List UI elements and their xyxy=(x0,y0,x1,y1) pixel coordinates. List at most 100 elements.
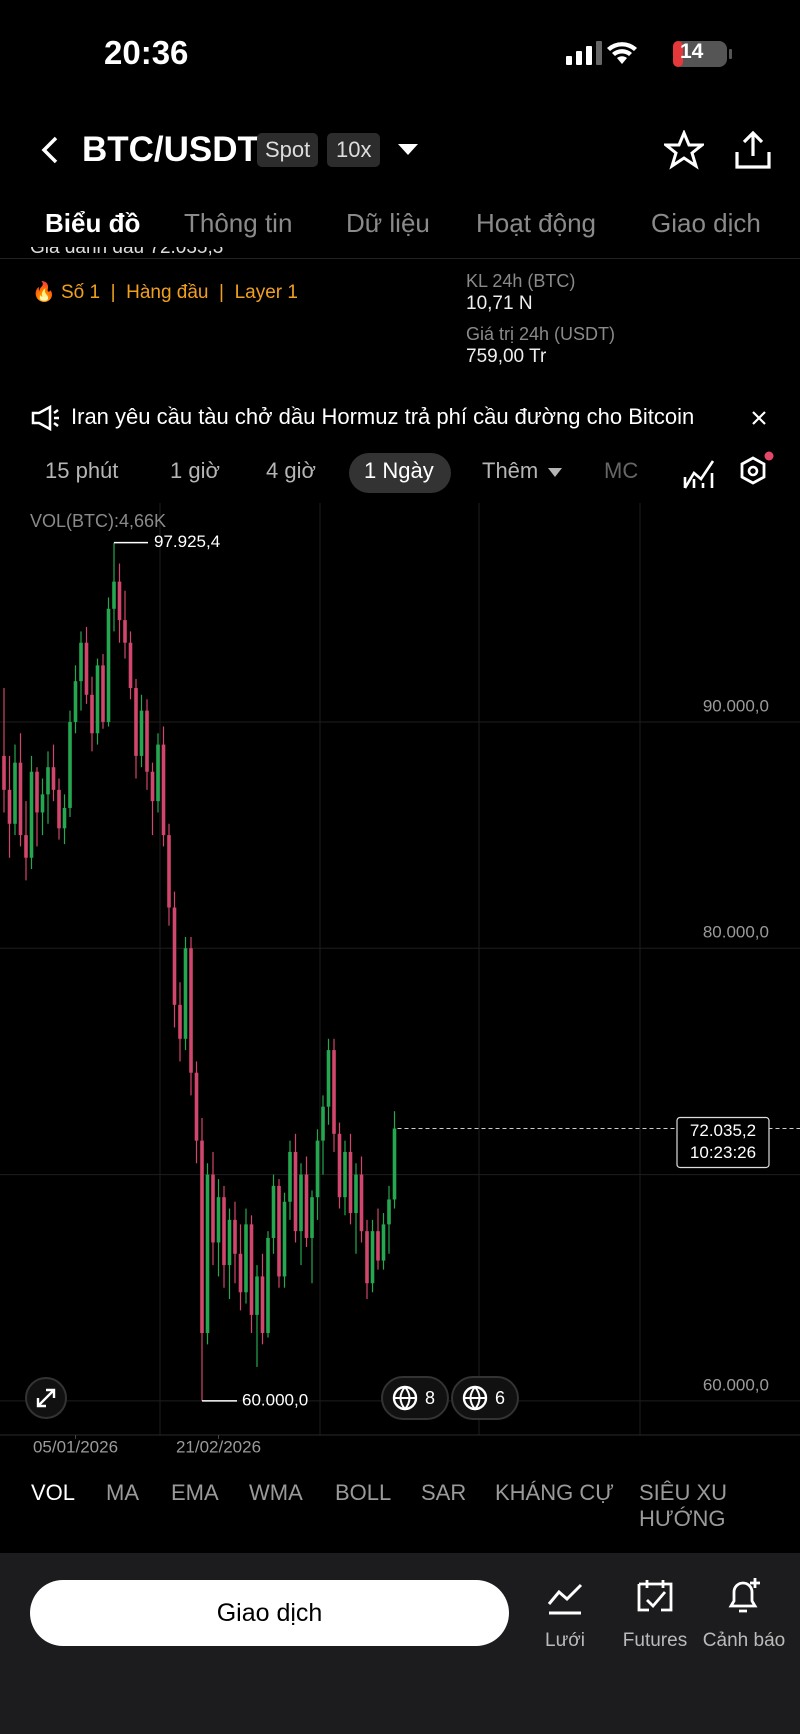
candle-body xyxy=(238,1253,243,1293)
fullscreen-button[interactable] xyxy=(24,1376,68,1420)
candle-body xyxy=(381,1224,386,1261)
candle-body xyxy=(304,1174,309,1238)
settings-button[interactable] xyxy=(736,450,778,492)
alert-icon[interactable] xyxy=(725,1576,765,1616)
candle-body xyxy=(46,767,50,795)
action-label[interactable]: Futures xyxy=(622,1630,688,1651)
grid-icon[interactable] xyxy=(546,1580,584,1616)
candle-body xyxy=(24,835,28,858)
candle-body xyxy=(101,665,105,722)
candle-body xyxy=(51,767,56,790)
candle-body xyxy=(249,1224,254,1315)
candle-body xyxy=(35,771,39,813)
timeframe[interactable]: 1 Ngày xyxy=(364,458,434,483)
share-button[interactable] xyxy=(733,130,773,170)
x-tick-label: 21/02/2026 xyxy=(176,1437,261,1456)
candle-body xyxy=(183,948,188,1039)
candle-body xyxy=(326,1050,331,1107)
candle-body xyxy=(167,835,171,908)
last-price-label: 72.035,2 xyxy=(690,1121,756,1140)
candle-body xyxy=(260,1276,265,1333)
candle-body xyxy=(139,710,144,756)
candle-body xyxy=(299,1174,303,1232)
indicator[interactable]: WMA xyxy=(249,1480,303,1505)
indicator[interactable]: SIÊU XU HƯỚNG xyxy=(639,1480,728,1531)
candle-body xyxy=(123,620,127,643)
candle-body xyxy=(392,1128,397,1200)
active-pill xyxy=(349,453,451,493)
candle-body xyxy=(244,1224,248,1293)
candle-body xyxy=(62,807,67,829)
candle-body xyxy=(29,771,34,858)
timeframe[interactable]: MC xyxy=(604,458,638,483)
timeframe[interactable]: 4 giờ xyxy=(266,458,316,483)
indicator[interactable]: BOLL xyxy=(335,1480,392,1505)
indicator[interactable]: SAR xyxy=(421,1480,467,1505)
candle-body xyxy=(222,1197,226,1266)
candle-body xyxy=(145,710,149,772)
badge-count: 6 xyxy=(495,1387,506,1408)
event-badge[interactable]: 6 xyxy=(451,1376,520,1420)
news-text[interactable]: Iran yêu cầu tàu chở dầu Hormuz trả phí … xyxy=(71,404,695,429)
candle-body xyxy=(189,948,193,1073)
candle-body xyxy=(13,762,17,824)
tab[interactable]: Giao dịch xyxy=(651,208,761,238)
indicator[interactable]: VOL xyxy=(31,1480,76,1505)
timeframe[interactable]: 1 giờ xyxy=(170,458,220,483)
candle-body xyxy=(90,694,94,734)
close-news[interactable] xyxy=(751,410,767,426)
timeframe[interactable]: 15 phút xyxy=(45,458,119,483)
indicator-button[interactable] xyxy=(682,455,716,491)
candle-body xyxy=(227,1219,232,1266)
tag: Số 1 xyxy=(60,282,101,303)
candle-body xyxy=(310,1197,314,1238)
tag: Hàng đầu xyxy=(126,282,209,303)
tag: Layer 1 xyxy=(234,282,298,303)
candle-body xyxy=(84,642,89,695)
candle-body xyxy=(343,1151,347,1198)
candle-body xyxy=(57,789,61,829)
tag-row: 🔥 Số 1 | Hàng đầu | Layer 1 xyxy=(32,282,298,303)
clock: 20:36 xyxy=(104,34,189,71)
candle-body xyxy=(288,1151,292,1202)
pair-name: BTC/USDT xyxy=(82,130,259,169)
candle-body xyxy=(106,608,111,722)
candle-body xyxy=(161,744,166,836)
candle-body xyxy=(376,1231,380,1261)
candle-body xyxy=(205,1174,210,1333)
back-button[interactable] xyxy=(38,136,62,164)
y-tick-label: 90.000,0 xyxy=(703,696,769,715)
dropdown-arrow[interactable] xyxy=(398,142,418,156)
tab[interactable]: Dữ liệu xyxy=(346,208,430,238)
candle-body xyxy=(255,1276,259,1315)
indicator[interactable]: EMA xyxy=(171,1480,219,1505)
tab[interactable]: Biểu đồ xyxy=(45,208,141,238)
indicator[interactable]: MA xyxy=(106,1480,139,1505)
indicator[interactable]: KHÁNG CỰ xyxy=(495,1480,615,1505)
badge: Spot xyxy=(257,133,319,167)
candle-body xyxy=(348,1151,353,1214)
timeframe[interactable]: Thêm xyxy=(482,458,539,483)
candle-body xyxy=(117,581,122,621)
candle-body xyxy=(321,1106,325,1141)
tab[interactable]: Hoạt động xyxy=(476,208,596,238)
candle-body xyxy=(315,1140,320,1198)
favorite-button[interactable] xyxy=(664,130,704,170)
badge[interactable]: 10x xyxy=(327,133,381,167)
event-badge[interactable]: 8 xyxy=(381,1376,450,1420)
badge-count: 8 xyxy=(425,1387,436,1408)
candle-body xyxy=(150,771,155,802)
candle-body xyxy=(359,1174,364,1232)
tab[interactable]: Thông tin xyxy=(184,208,293,238)
action-label[interactable]: Cảnh báo xyxy=(702,1630,786,1651)
countdown-label: 10:23:26 xyxy=(690,1143,756,1162)
last-price-box xyxy=(676,1116,770,1169)
futures-icon[interactable] xyxy=(635,1578,675,1616)
candle-body xyxy=(68,721,72,808)
candle-body xyxy=(337,1133,342,1198)
trade-button[interactable]: Giao dịch xyxy=(30,1580,509,1646)
candle-body xyxy=(370,1231,375,1284)
action-label[interactable]: Lưới xyxy=(545,1630,585,1651)
candle-body xyxy=(354,1174,358,1214)
